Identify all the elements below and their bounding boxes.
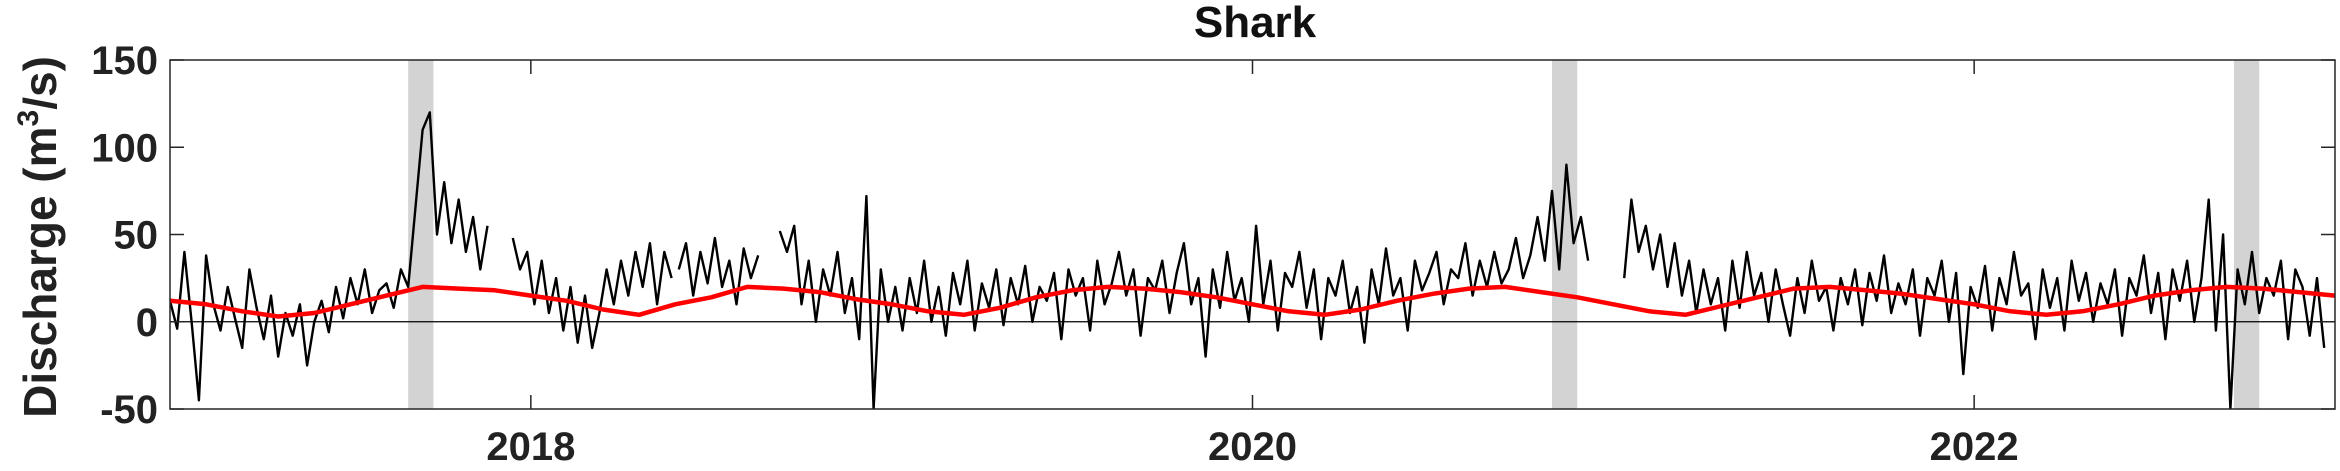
discharge-series-line [1623, 198, 2326, 409]
discharge-series-line [170, 111, 489, 402]
x-tick-label: 2020 [1208, 425, 1297, 469]
plot-frame [169, 59, 2336, 410]
y-axis-label-prefix: Discharge (m [14, 126, 66, 417]
x-tick-label: 2018 [486, 425, 575, 469]
chart-title: Shark [1194, 0, 1317, 47]
discharge-series-line [677, 236, 760, 306]
x-tick-label: 2022 [1930, 425, 2019, 469]
y-tick-label: -50 [100, 388, 158, 432]
y-tick-label: 0 [136, 301, 158, 345]
y-axis-label-superscript: 3 [12, 110, 45, 127]
y-tick-label: 150 [91, 39, 158, 83]
discharge-series-line [511, 237, 673, 350]
y-tick-label: 100 [91, 126, 158, 170]
y-tick-label: 50 [114, 214, 159, 258]
y-axis-label: Discharge (m3/s) [12, 56, 66, 418]
seasonal-series-line [170, 284, 2335, 319]
shaded-period [2233, 60, 2260, 409]
discharge-series-line [778, 163, 1590, 409]
y-axis-label-suffix: /s) [14, 56, 66, 110]
plot-area: -50 0 50 100 150 2018 2020 2022 [91, 39, 2336, 469]
series-layer [170, 111, 2335, 409]
